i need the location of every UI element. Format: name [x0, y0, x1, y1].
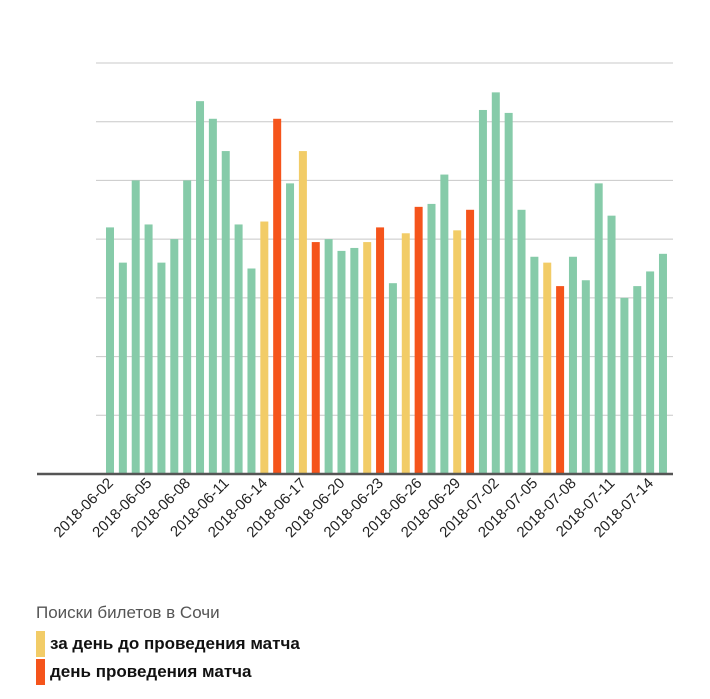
- bar-normal: [620, 297, 629, 474]
- legend-item-day-before: за день до проведения матча: [36, 630, 300, 658]
- bar-day-before: [543, 262, 552, 474]
- bar-normal: [183, 180, 192, 474]
- bar-match-day: [466, 209, 475, 475]
- legend-label-day-before: за день до проведения матча: [50, 634, 300, 653]
- bar-normal: [337, 250, 346, 474]
- legend-label-match-day: день проведения матча: [50, 662, 252, 681]
- bar-normal: [478, 109, 487, 474]
- legend-item-match-day: день проведения матча: [36, 658, 300, 686]
- legend-swatch-match-day: [36, 659, 45, 685]
- bar-normal: [247, 268, 256, 474]
- bar-chart: 2018-06-022018-06-052018-06-082018-06-11…: [37, 62, 673, 541]
- bar-normal: [196, 101, 205, 474]
- bar-normal: [286, 183, 295, 475]
- x-tick-labels: 2018-06-022018-06-052018-06-082018-06-11…: [51, 475, 657, 541]
- bar-normal: [607, 215, 616, 474]
- bar-normal: [118, 262, 127, 474]
- bar-normal: [350, 247, 359, 474]
- bar-normal: [568, 256, 577, 474]
- bar-normal: [221, 151, 230, 474]
- bars: [106, 92, 667, 475]
- bar-day-before: [401, 233, 410, 474]
- bar-normal: [491, 92, 500, 475]
- bar-match-day: [414, 206, 423, 474]
- bar-normal: [633, 286, 642, 474]
- bar-normal: [646, 271, 655, 474]
- bar-normal: [144, 224, 153, 474]
- bar-normal: [131, 180, 140, 474]
- bar-match-day: [376, 227, 385, 474]
- bar-day-before: [260, 221, 269, 474]
- bar-normal: [157, 262, 166, 474]
- bar-normal: [324, 239, 333, 474]
- bar-day-before: [453, 230, 462, 474]
- bar-normal: [208, 118, 217, 474]
- bar-day-before: [363, 242, 372, 474]
- bar-normal: [106, 227, 114, 474]
- legend-title: Поиски билетов в Сочи: [36, 603, 220, 622]
- bar-normal: [170, 239, 179, 474]
- bar-normal: [517, 209, 526, 475]
- bar-normal: [658, 253, 667, 474]
- bar-normal: [388, 283, 397, 474]
- bar-normal: [427, 203, 436, 474]
- bar-normal: [581, 280, 590, 474]
- bar-day-before: [298, 151, 307, 474]
- bar-match-day: [556, 286, 565, 474]
- gridlines: [96, 62, 673, 416]
- bar-normal: [594, 183, 603, 475]
- bar-normal: [440, 174, 449, 474]
- bar-normal: [234, 224, 243, 474]
- bar-normal: [504, 112, 513, 474]
- bar-normal: [530, 256, 539, 474]
- legend-swatch-day-before: [36, 631, 45, 657]
- legend: Поиски билетов в Сочи за день до проведе…: [36, 603, 300, 686]
- bar-match-day: [311, 242, 320, 474]
- bar-match-day: [273, 118, 282, 474]
